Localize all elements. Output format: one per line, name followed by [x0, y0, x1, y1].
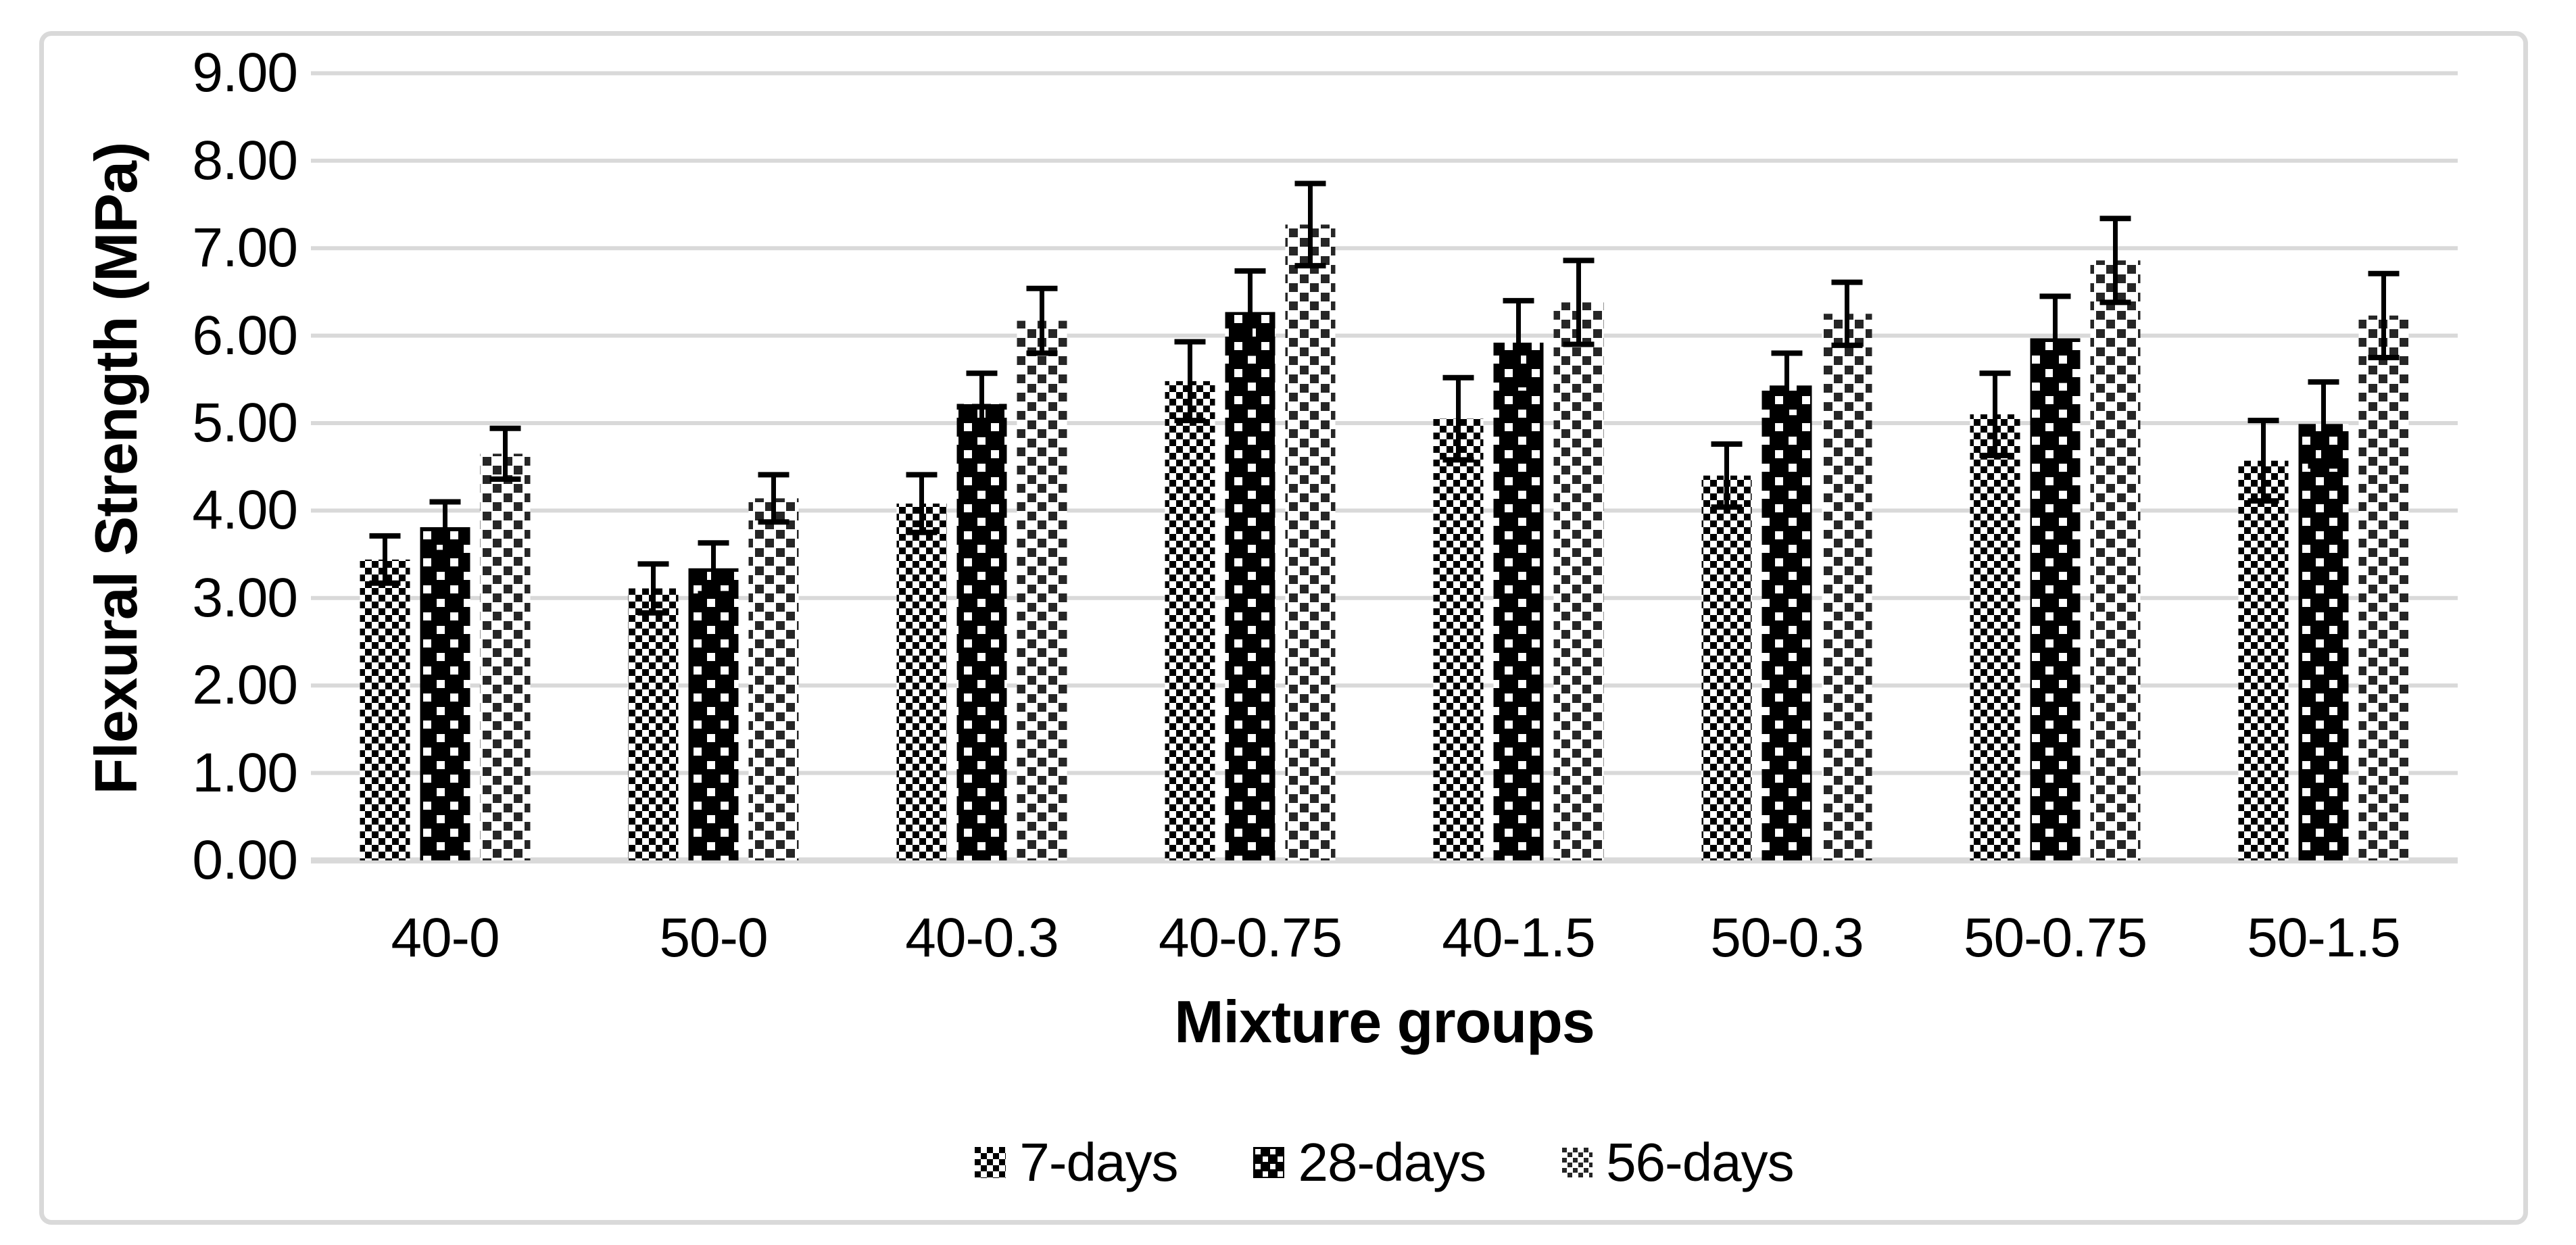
legend-swatch-black-white-dots-icon: [1253, 1147, 1285, 1178]
y-tick-label: 4.00: [192, 479, 298, 541]
bar-28-days-40-0: [420, 527, 470, 860]
error-bar-28-days-40-0: [429, 499, 461, 556]
legend-item-56-days: 56-days: [1561, 1131, 1795, 1194]
error-bar-56-days-40-0: [489, 425, 521, 482]
error-bars: [369, 180, 2400, 616]
bar-28-days-40-0.75: [1225, 312, 1275, 860]
error-bar-7-days-50-0: [637, 561, 669, 616]
error-bar-7-days-40-1.5: [1442, 374, 1474, 463]
bar-56-days-40-0: [480, 454, 531, 860]
bar-28-days-50-0.3: [1761, 385, 1812, 860]
x-category-label: 50-1.5: [2247, 907, 2401, 969]
error-bar-7-days-50-0.75: [1979, 370, 2011, 458]
bar-7-days-40-0.3: [896, 504, 947, 860]
x-axis-title: Mixture groups: [1174, 988, 1595, 1055]
y-axis-title: Flexural Strength (MPa): [82, 142, 149, 795]
error-bar-56-days-40-0.3: [1026, 285, 1058, 356]
bar-28-days-50-0.75: [2030, 338, 2081, 860]
legend-swatch-checkerboard-icon: [975, 1147, 1006, 1178]
error-bar-28-days-40-0.3: [966, 370, 998, 437]
error-bar-7-days-40-0.75: [1174, 339, 1206, 424]
bar-28-days-40-0.3: [956, 404, 1007, 860]
legend-item-28-days: 28-days: [1253, 1131, 1486, 1194]
bar-7-days-40-0: [360, 559, 410, 860]
error-bar-56-days-40-1.5: [1563, 258, 1595, 347]
legend-item-7-days: 7-days: [975, 1131, 1178, 1194]
x-category-label: 50-0: [659, 907, 768, 969]
bar-7-days-40-1.5: [1433, 418, 1484, 860]
error-bar-7-days-40-0.3: [906, 472, 938, 535]
legend: 7-days 28-days 56-days: [311, 1125, 2458, 1200]
bar-56-days-50-0.3: [1822, 314, 1872, 860]
y-tick-label: 2.00: [192, 654, 298, 716]
error-bar-28-days-40-1.5: [1503, 297, 1534, 388]
y-tick-label: 6.00: [192, 304, 298, 366]
y-tick-label: 7.00: [192, 217, 298, 279]
bar-7-days-50-0.75: [1970, 414, 2020, 860]
y-tick-label: 8.00: [192, 129, 298, 191]
error-bar-7-days-40-0: [369, 533, 401, 586]
bar-56-days-40-1.5: [1553, 302, 1604, 861]
bar-56-days-50-0: [748, 498, 799, 860]
y-tick-label: 0.00: [192, 829, 298, 891]
bar-28-days-50-1.5: [2298, 424, 2349, 860]
y-tick-label: 9.00: [192, 42, 298, 104]
error-bar-56-days-50-0.75: [2099, 216, 2131, 306]
bar-7-days-50-0.3: [1701, 475, 1752, 860]
y-tick-label: 1.00: [192, 741, 298, 804]
y-tick-label: 3.00: [192, 566, 298, 629]
x-category-label: 50-0.75: [1963, 907, 2147, 969]
bar-7-days-40-0.75: [1165, 381, 1215, 860]
bar-56-days-40-0.75: [1285, 224, 1336, 861]
x-category-label: 40-1.5: [1442, 907, 1596, 969]
bar-56-days-40-0.3: [1017, 320, 1067, 860]
bar-28-days-50-0: [688, 568, 739, 860]
y-tick-label: 5.00: [192, 392, 298, 454]
chart-border-frame: [39, 31, 2528, 1225]
legend-label: 28-days: [1298, 1132, 1486, 1192]
x-category-label: 40-0.75: [1158, 907, 1342, 969]
bar-7-days-50-1.5: [2238, 460, 2289, 860]
x-category-label: 40-0: [391, 907, 500, 969]
error-bar-28-days-50-0.3: [1771, 350, 1803, 421]
error-bar-56-days-50-1.5: [2368, 270, 2400, 360]
bar-7-days-50-0: [628, 588, 679, 860]
error-bar-56-days-50-0.3: [1831, 279, 1863, 348]
bars: [360, 224, 2409, 861]
error-bar-56-days-50-0: [758, 472, 789, 525]
error-bar-28-days-50-0.75: [2039, 293, 2071, 383]
bar-28-days-40-1.5: [1493, 342, 1544, 860]
legend-label: 7-days: [1019, 1132, 1178, 1192]
error-bar-28-days-50-1.5: [2308, 379, 2339, 469]
bar-56-days-50-0.75: [2090, 260, 2141, 860]
x-category-label: 40-0.3: [905, 907, 1059, 969]
x-category-label: 50-0.3: [1710, 907, 1864, 969]
error-bar-28-days-50-0: [698, 540, 729, 597]
error-bar-28-days-40-0.75: [1234, 268, 1266, 356]
error-bar-7-days-50-1.5: [2247, 418, 2279, 504]
legend-swatch-dotted-columns-icon: [1561, 1147, 1593, 1178]
error-bar-7-days-50-0.3: [1711, 441, 1743, 510]
legend-label: 56-days: [1606, 1132, 1795, 1192]
bar-56-days-50-1.5: [2358, 315, 2409, 860]
error-bar-56-days-40-0.75: [1294, 180, 1326, 269]
